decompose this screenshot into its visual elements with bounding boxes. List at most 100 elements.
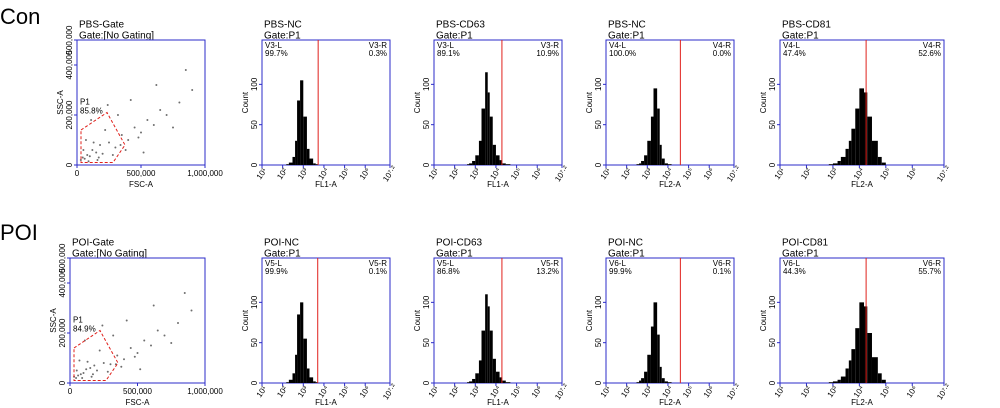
event-dot: [133, 126, 136, 129]
chart-title: POI-NC: [264, 238, 299, 249]
event-dot: [92, 141, 95, 144]
gate-percent: 85.8%: [80, 107, 103, 116]
chart-subtitle: Gate:[No Gating]: [72, 249, 147, 260]
plot-frame: [433, 257, 563, 384]
event-dot: [114, 146, 117, 149]
event-dot: [84, 139, 87, 141]
event-dot: [91, 149, 94, 151]
event-dot: [172, 126, 174, 129]
chart-subtitle: Gate:[No Gating]: [79, 31, 154, 42]
event-dot: [102, 362, 105, 364]
y-tick-label: 50: [768, 120, 777, 129]
event-dot: [95, 151, 98, 154]
histogram-bar: [647, 354, 651, 383]
event-dot: [78, 359, 81, 362]
event-dot: [99, 144, 102, 146]
event-dot: [152, 124, 155, 126]
histogram-bar: [315, 164, 318, 165]
chart-title: POI-CD63: [436, 238, 483, 249]
plot-frame: [76, 39, 206, 166]
event-dot: [111, 154, 114, 156]
x-tick-label: 10⁵: [878, 384, 892, 399]
chart-title: PBS-NC: [608, 20, 646, 31]
y-tick-label: 0: [58, 380, 67, 385]
x-axis-label: FSC-A: [129, 180, 154, 189]
histogram-bar: [650, 326, 654, 383]
y-tick-label: 500,000: [58, 243, 67, 272]
x-tick-label: 10⁵: [337, 384, 351, 399]
x-tick-label: 500,000: [127, 169, 156, 178]
histogram-bar: [877, 373, 882, 383]
plot-frame: [69, 257, 206, 384]
chart-subtitle: Gate:P1: [264, 249, 301, 260]
histogram-bar: [300, 80, 304, 165]
region-percent: 0.1%: [369, 267, 387, 276]
histogram-bar: [840, 376, 846, 383]
region-name: V4-R: [923, 41, 941, 50]
x-tick-label: 10⁶: [530, 166, 544, 181]
histogram-bar: [639, 163, 642, 165]
x-tick-label: 10⁵: [337, 166, 351, 181]
histogram-bar: [485, 294, 488, 383]
x-tick-label: 1,000,000: [187, 387, 223, 396]
region-name: V4-R: [713, 41, 731, 50]
histogram-bar: [845, 148, 849, 165]
x-tick-label: 10³: [640, 384, 654, 399]
histogram-bar: [295, 140, 298, 165]
event-dot: [133, 355, 136, 358]
chart-title: PBS-CD81: [782, 20, 831, 31]
x-tick-label: 10⁶: [702, 384, 716, 399]
histogram-bar: [499, 160, 503, 165]
x-tick-label: 500,000: [123, 387, 152, 396]
histogram-bar: [478, 360, 482, 383]
y-tick-label: 0: [768, 162, 777, 167]
event-dot: [178, 101, 181, 104]
event-dot: [82, 372, 85, 374]
x-tick-label: 10²: [275, 384, 289, 399]
histogram-bar: [502, 163, 506, 165]
event-dot: [125, 319, 128, 322]
histogram-bar: [472, 160, 476, 165]
y-axis-label: SSC-A: [49, 308, 58, 333]
x-tick-label: 10⁷·²: [935, 164, 952, 183]
y-tick-label: 0: [422, 380, 431, 385]
event-dot: [77, 374, 80, 377]
histogram-bar: [867, 333, 872, 383]
region-name: V3-R: [369, 41, 387, 50]
x-axis-label: FL1-A: [487, 180, 509, 189]
region-name: V3-R: [541, 41, 559, 50]
event-dot: [137, 136, 140, 139]
event-dot: [165, 114, 168, 116]
y-tick-label: 0: [594, 162, 603, 167]
region-percent: 99.9%: [609, 267, 632, 276]
event-dot: [183, 292, 186, 294]
x-tick-label: 10¹: [427, 166, 441, 181]
y-tick-label: 100: [768, 295, 777, 309]
row-label: POI: [0, 220, 38, 245]
chart-title: POI-CD81: [782, 238, 829, 249]
event-dot: [98, 349, 101, 352]
event-dot: [79, 373, 82, 376]
y-axis-label: Count: [585, 309, 594, 331]
event-dot: [191, 89, 194, 91]
x-tick-label: 10¹: [599, 166, 613, 181]
histogram-bar: [867, 116, 872, 165]
histogram-bar: [492, 358, 496, 383]
region-name: V6-R: [713, 259, 731, 268]
histogram-bar: [297, 314, 301, 383]
chart-title: PBS-NC: [264, 20, 302, 31]
gate-percent: 84.9%: [73, 325, 96, 334]
chart-title: POI-Gate: [72, 238, 115, 249]
histogram-bar: [881, 379, 886, 383]
x-tick-label: 10²: [799, 384, 813, 399]
y-tick-label: 200,000: [65, 100, 74, 129]
event-dot: [106, 104, 109, 106]
chart-subtitle: Gate:P1: [782, 249, 819, 260]
y-tick-label: 100: [422, 295, 431, 309]
event-dot: [85, 368, 88, 371]
histogram-bar: [636, 164, 640, 165]
y-tick-label: 100: [594, 77, 603, 91]
region-name: V4-L: [783, 41, 800, 50]
histogram-bar: [505, 164, 511, 165]
